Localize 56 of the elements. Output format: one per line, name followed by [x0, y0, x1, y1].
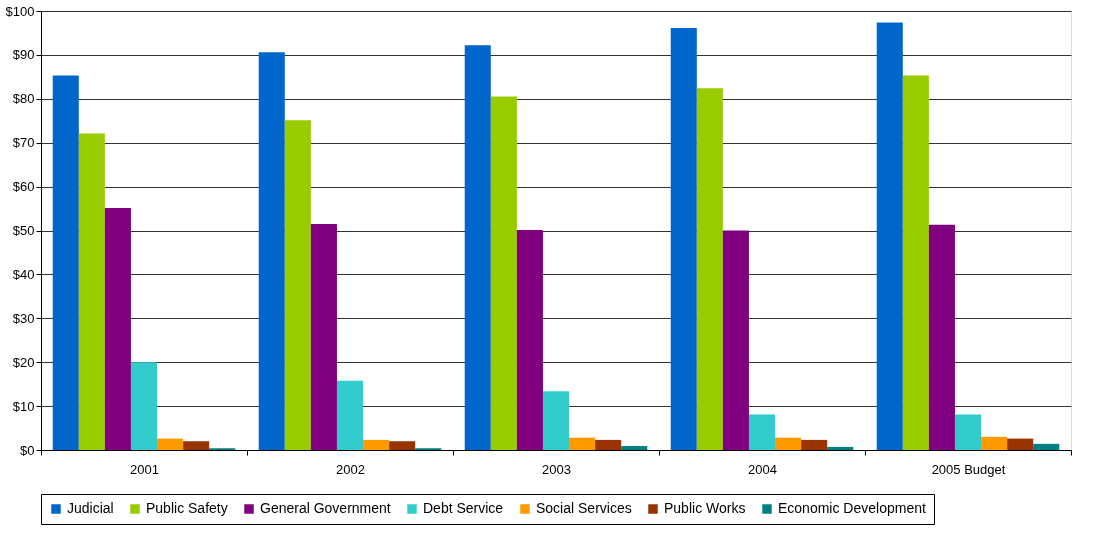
bar: [928, 224, 955, 450]
x-tick-label: 2002: [336, 461, 365, 477]
legend-label: Debt Service: [423, 500, 504, 516]
x-tick-label: 2005 Budget: [931, 461, 1006, 477]
bar: [748, 414, 776, 450]
bar: [542, 391, 570, 450]
bar: [183, 441, 210, 450]
bar: [258, 52, 285, 450]
y-tick-label: $10: [12, 398, 35, 414]
bar: [52, 75, 79, 450]
bar: [595, 439, 622, 450]
bar: [670, 28, 697, 450]
bar: [130, 362, 158, 450]
bar: [1007, 438, 1034, 450]
bar: [490, 96, 517, 450]
legend-label: Social Services: [536, 500, 632, 516]
bar: [363, 439, 390, 450]
bar: [336, 380, 364, 450]
bar: [621, 446, 648, 450]
legend-label: General Government: [260, 500, 391, 516]
bar: [1033, 443, 1060, 450]
bar: [902, 75, 929, 450]
bar: [516, 230, 543, 450]
y-tick-label: $60: [12, 179, 35, 195]
legend-label: Public Works: [664, 500, 746, 516]
bar: [954, 414, 982, 450]
legend-label: Judicial: [67, 500, 114, 516]
bar: [104, 208, 131, 450]
y-tick-label: $30: [12, 310, 35, 326]
y-tick-label: $90: [12, 47, 35, 63]
bar: [464, 45, 491, 450]
bar: [876, 22, 903, 450]
y-tick-label: $40: [12, 266, 35, 282]
y-tick-label: $80: [12, 91, 35, 107]
y-tick-label: $0: [20, 442, 35, 458]
bar: [78, 133, 105, 450]
y-tick-label: $20: [12, 354, 35, 370]
bar: [775, 437, 802, 450]
legend-label: Public Safety: [146, 500, 228, 516]
bar: [981, 436, 1008, 450]
y-tick-label: $70: [12, 135, 35, 151]
x-tick-label: 2001: [130, 461, 159, 477]
bar: [801, 439, 828, 450]
x-tick-label: 2004: [748, 461, 777, 477]
bar: [310, 223, 337, 450]
x-tick-label: 2003: [542, 461, 571, 477]
y-tick-label: $50: [12, 223, 35, 238]
bar: [157, 438, 184, 450]
legend-label: Economic Development: [778, 500, 926, 516]
bar: [722, 230, 749, 450]
bar: [569, 437, 596, 450]
bar: [827, 446, 854, 450]
bar: [389, 441, 416, 450]
bar: [284, 120, 311, 450]
y-tick-label: $100: [5, 3, 35, 19]
bar: [696, 88, 723, 450]
